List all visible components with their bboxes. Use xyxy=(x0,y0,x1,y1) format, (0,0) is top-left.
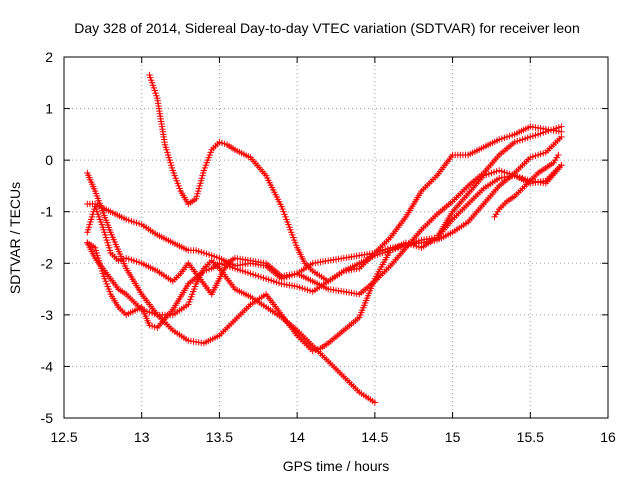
series-markers xyxy=(146,71,565,285)
y-tick-label: -4 xyxy=(41,358,54,374)
x-tick-label: 14.5 xyxy=(361,429,388,445)
plot-frame xyxy=(63,56,609,419)
series-markers xyxy=(84,133,565,298)
x-tick-label: 13.5 xyxy=(206,429,233,445)
y-tick-label: 2 xyxy=(45,49,53,65)
y-tick-label: -3 xyxy=(41,307,54,323)
x-tick-label: 12.5 xyxy=(50,429,77,445)
axis-ticks: 12.5 13 13.5 14 14.5 15 15.5 16 -5 -4 -3 -2 -1 0 1 2 xyxy=(41,49,616,445)
x-tick-label: 14 xyxy=(289,429,305,445)
x-axis-label: GPS time / hours xyxy=(283,458,390,474)
x-tick-label: 15.5 xyxy=(517,429,544,445)
series-markers xyxy=(491,151,562,221)
series-track-1 xyxy=(146,71,565,285)
x-tick-label: 13 xyxy=(134,429,150,445)
series-track-7 xyxy=(491,151,562,221)
y-tick-label: -5 xyxy=(41,410,54,426)
x-tick-label: 15 xyxy=(445,429,461,445)
x-tick-label: 16 xyxy=(600,429,616,445)
data-series xyxy=(84,71,565,406)
y-tick-label: 1 xyxy=(45,101,53,117)
series-track-6 xyxy=(84,133,565,298)
y-tick-label: -1 xyxy=(41,204,54,220)
chart-title: Day 328 of 2014, Sidereal Day-to-day VTE… xyxy=(74,20,580,36)
y-tick-label: -2 xyxy=(41,255,54,271)
y-axis-label: SDTVAR / TECUs xyxy=(7,182,23,294)
y-tick-label: 0 xyxy=(45,152,53,168)
